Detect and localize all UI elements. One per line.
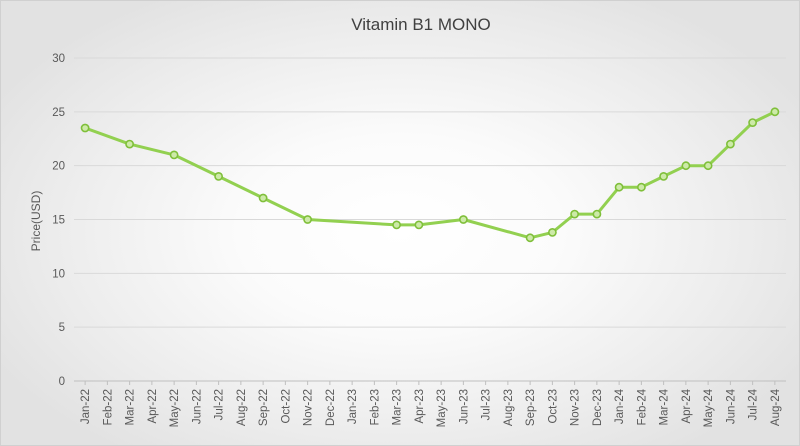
data-point bbox=[592, 209, 602, 219]
x-tick-label: Oct-23 bbox=[547, 389, 559, 424]
data-point bbox=[214, 171, 223, 181]
x-tick-label: Jan-23 bbox=[347, 389, 359, 424]
x-tick-label: Mar-22 bbox=[125, 389, 137, 425]
y-tick-label: 0 bbox=[59, 376, 65, 388]
data-point bbox=[637, 182, 646, 192]
data-point bbox=[414, 220, 424, 230]
data-point bbox=[570, 209, 579, 219]
x-tick-label: Mar-24 bbox=[659, 388, 671, 425]
x-tick-label: Jul-22 bbox=[214, 389, 226, 420]
data-point bbox=[458, 215, 468, 224]
x-tick-label: Sep-23 bbox=[525, 389, 537, 426]
data-point bbox=[169, 150, 179, 160]
x-tick-label: Feb-24 bbox=[636, 388, 648, 425]
data-point bbox=[125, 139, 135, 149]
series bbox=[80, 107, 780, 243]
x-tick-label: Feb-22 bbox=[102, 389, 114, 425]
y-tick-label: 10 bbox=[52, 268, 65, 280]
x-tick-label: Dec-22 bbox=[325, 389, 337, 426]
x-tick-label: Jul-23 bbox=[481, 389, 493, 420]
x-tick-label: Aug-24 bbox=[770, 388, 782, 426]
data-point bbox=[548, 227, 557, 237]
x-tick-label: Nov-23 bbox=[570, 389, 582, 426]
x-tick-label: Apr-24 bbox=[681, 388, 693, 423]
x-tick-label: May-23 bbox=[436, 389, 448, 427]
gridlines bbox=[74, 57, 786, 385]
y-tick-label: 5 bbox=[59, 322, 65, 334]
x-tick-label: Mar-23 bbox=[392, 389, 404, 425]
x-tick-label: Aug-23 bbox=[503, 389, 515, 426]
x-tick-labels: Jan-22 Feb-22 Mar-22 Apr-22 May-22 Jun-22 Jul-… bbox=[80, 388, 782, 427]
x-tick-label: Jan-22 bbox=[80, 389, 92, 424]
x-tick-label: Jun-23 bbox=[458, 389, 470, 424]
data-point bbox=[770, 107, 780, 117]
y-tick-label: 15 bbox=[52, 215, 65, 227]
x-tick-label: Sep-22 bbox=[258, 389, 270, 426]
x-tick-label: Jun-24 bbox=[725, 388, 737, 424]
data-point bbox=[525, 233, 535, 243]
data-point bbox=[748, 118, 757, 127]
y-tick-label: 30 bbox=[52, 53, 65, 65]
data-point bbox=[80, 123, 90, 133]
data-point bbox=[681, 161, 691, 171]
series-line bbox=[83, 110, 777, 240]
x-tick-label: May-24 bbox=[703, 388, 715, 427]
y-axis-label: Price(USD) bbox=[29, 191, 43, 252]
data-point bbox=[392, 220, 401, 230]
y-tick-labels: 0 5 10 15 20 25 30 bbox=[52, 53, 65, 388]
x-tick-label: Aug-22 bbox=[236, 389, 248, 426]
y-tick-label: 20 bbox=[52, 161, 65, 173]
data-point bbox=[659, 171, 668, 181]
data-point bbox=[703, 161, 713, 171]
x-tick-label: Oct-22 bbox=[280, 389, 292, 424]
x-tick-label: Apr-22 bbox=[147, 389, 159, 424]
x-tick-label: Feb-23 bbox=[369, 389, 381, 425]
y-tick-label: 25 bbox=[52, 107, 65, 119]
chart-title: Vitamin B1 MONO bbox=[351, 15, 491, 34]
x-tick-label: Jan-24 bbox=[614, 388, 626, 424]
data-point bbox=[258, 193, 268, 203]
x-tick-label: Apr-23 bbox=[414, 389, 426, 424]
data-point bbox=[614, 182, 624, 192]
data-point bbox=[726, 139, 735, 149]
x-tick-label: Nov-22 bbox=[303, 389, 315, 426]
x-tick-label: Jul-24 bbox=[748, 388, 760, 420]
x-tick-label: Jun-22 bbox=[191, 389, 203, 424]
x-tick-label: Dec-23 bbox=[592, 389, 604, 426]
data-point bbox=[303, 215, 312, 224]
x-tick-label: May-22 bbox=[169, 389, 181, 427]
